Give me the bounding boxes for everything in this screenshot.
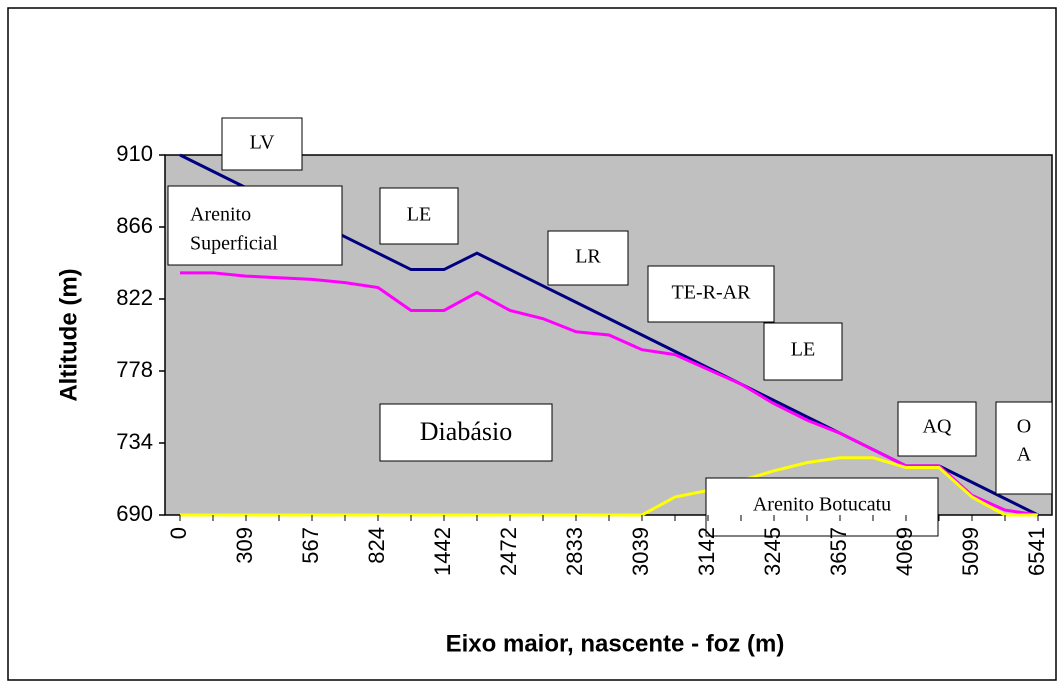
x-tick-label: 3657 [826, 527, 851, 576]
annotation-text: O [1017, 416, 1031, 438]
annotation-text: A [1017, 444, 1032, 466]
y-tick-label: 910 [116, 141, 153, 166]
annotation-box [647, 265, 775, 323]
annotation-box [379, 403, 553, 462]
x-axis-label: Eixo maior, nascente - foz (m) [446, 630, 785, 657]
annotation-text: AQ [923, 416, 952, 438]
x-tick-label: 2833 [562, 527, 587, 576]
annotation-text: LV [250, 132, 275, 154]
x-tick-label: 1442 [430, 527, 455, 576]
x-tick-label: 567 [298, 527, 323, 564]
annotations: LV Arenito Superficial LE LR TE-R-AR LE Diabási… [167, 117, 1053, 537]
annotation-text: LE [407, 204, 431, 226]
series-line [180, 271, 1039, 517]
x-tick-label: 3245 [760, 527, 785, 576]
annotation-text: Diabásio [420, 417, 512, 446]
annotation-box [221, 117, 303, 171]
annotation-text: TE-R-AR [672, 282, 752, 304]
y-tick-label: 690 [116, 501, 153, 526]
annotation-box [547, 230, 629, 286]
annotation-box [897, 401, 977, 457]
annotation-text: Superficial [190, 233, 278, 255]
y-tick-label: 822 [116, 285, 153, 310]
x-tick-label: 4069 [892, 527, 917, 576]
x-tick-label: 309 [232, 527, 257, 564]
y-tick-label: 734 [116, 429, 153, 454]
x-tick-label: 5099 [958, 527, 983, 576]
x-tick-label: 824 [364, 527, 389, 564]
y-tick-label: 866 [116, 213, 153, 238]
x-tick-label: 3039 [628, 527, 653, 576]
x-tick-label: 2472 [496, 527, 521, 576]
annotation-text: LE [791, 339, 815, 361]
annotation-text: Arenito [190, 204, 251, 226]
y-axis-label: Altitude (m) [55, 268, 82, 401]
annotation-box [995, 401, 1053, 495]
annotation-box [763, 322, 843, 381]
x-tick-label: 3142 [694, 527, 719, 576]
y-tick-label: 778 [116, 357, 153, 382]
annotation-text: LR [575, 246, 601, 268]
x-tick-label: 0 [166, 527, 191, 539]
annotation-box [379, 187, 459, 245]
annotation-text: Arenito Botucatu [753, 494, 891, 516]
annotation-box [167, 185, 343, 266]
x-tick-label: 6541 [1024, 527, 1049, 576]
annotation-box [705, 477, 939, 537]
